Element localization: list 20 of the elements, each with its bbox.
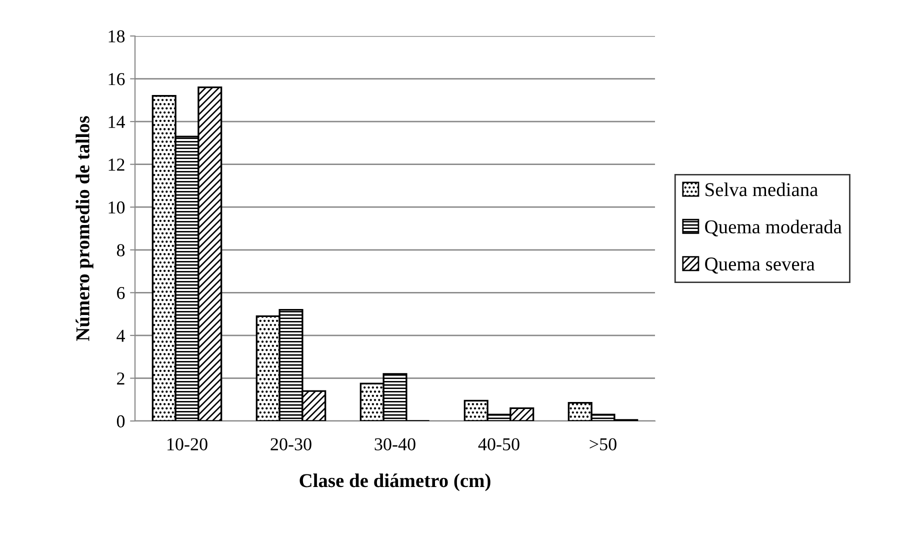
y-tick-label: 14 [108,116,125,128]
y-tick-label: 6 [117,286,125,300]
x-tick-label: 10-20 [168,438,208,450]
y-tick-label: 18 [108,30,125,42]
y-tick-label: 10 [108,201,125,214]
legend-label: Quema moderada [705,220,842,236]
x-tick-label: 20-30 [270,438,312,450]
y-axis-title: Número promedio de tallos [76,116,94,341]
y-tick-label: 4 [116,330,125,342]
y-tick-label: 2 [117,372,124,384]
x-tick-label: 30-40 [374,438,416,450]
legend-label: Selva mediana [706,182,818,196]
x-tick-label: >50 [590,438,616,450]
y-tick-label: 16 [108,73,125,86]
y-tick-label: 8 [116,244,125,256]
x-tick-label: 40-50 [478,438,520,450]
y-tick-label: 0 [116,415,125,428]
x-axis-title: Clase de diámetro (cm) [300,473,490,492]
legend-label: Quema severa [705,258,815,274]
y-tick-label: 12 [108,158,124,171]
